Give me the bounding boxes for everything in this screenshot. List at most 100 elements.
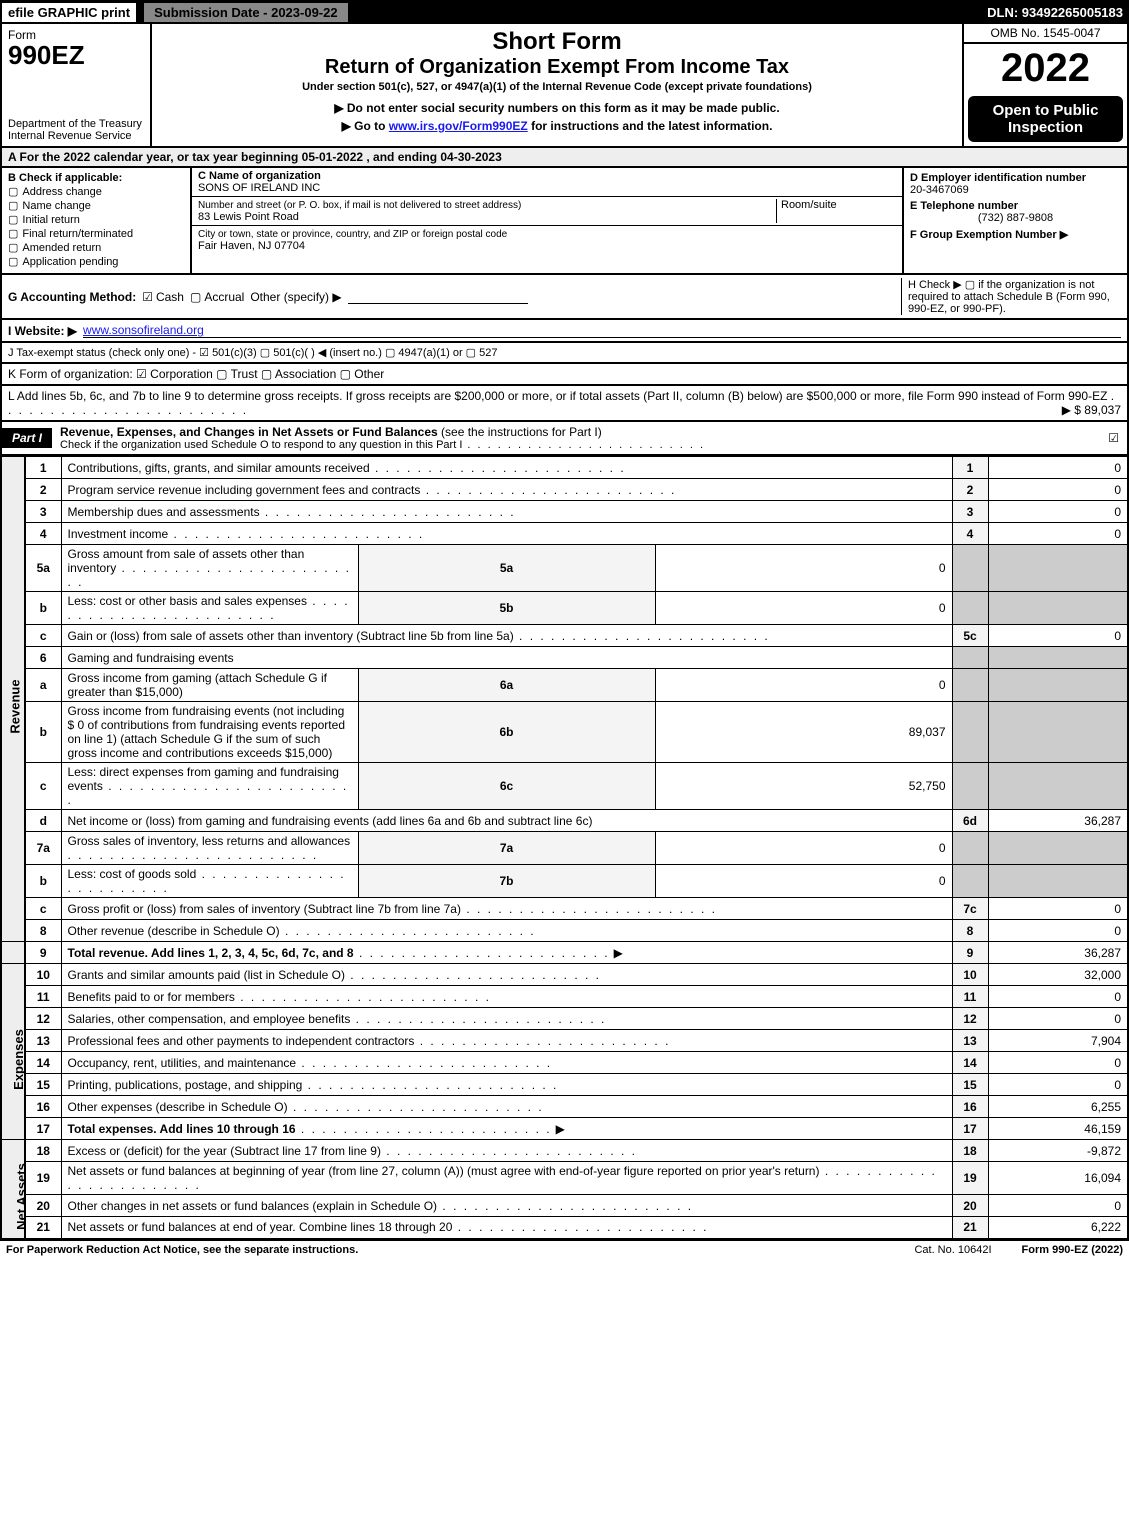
line-j: J Tax-exempt status (check only one) - ☑… xyxy=(0,343,1129,364)
chk-name-change[interactable]: Name change xyxy=(8,199,184,212)
ln-8: 8 xyxy=(25,920,61,942)
num-7c: 7c xyxy=(952,898,988,920)
catalog-no: Cat. No. 10642I xyxy=(914,1244,991,1256)
ln-10: 10 xyxy=(25,964,61,986)
sub-6b: 6b xyxy=(358,702,655,763)
city-state-zip: Fair Haven, NJ 07704 xyxy=(198,240,305,252)
sub-7a: 7a xyxy=(358,832,655,865)
desc-21: Net assets or fund balances at end of ye… xyxy=(68,1220,453,1234)
other-specify-input[interactable] xyxy=(348,290,528,304)
desc-2: Program service revenue including govern… xyxy=(68,483,421,497)
part1-sub: Check if the organization used Schedule … xyxy=(60,439,1100,451)
chk-application-pending[interactable]: Application pending xyxy=(8,255,184,268)
col-b-header: B Check if applicable: xyxy=(8,172,184,184)
desc-6: Gaming and fundraising events xyxy=(61,647,952,669)
num-20: 20 xyxy=(952,1195,988,1217)
info-block: B Check if applicable: Address change Na… xyxy=(0,168,1129,275)
num-6d: 6d xyxy=(952,810,988,832)
ln-14: 14 xyxy=(25,1052,61,1074)
irs-link[interactable]: www.irs.gov/Form990EZ xyxy=(389,119,528,133)
desc-5c: Gain or (loss) from sale of assets other… xyxy=(68,629,514,643)
val-21: 6,222 xyxy=(988,1217,1128,1239)
num-9: 9 xyxy=(952,942,988,964)
sub-6c: 6c xyxy=(358,763,655,810)
website-label: I Website: ▶ xyxy=(8,324,77,338)
num-19: 19 xyxy=(952,1162,988,1195)
ln-18: 18 xyxy=(25,1140,61,1162)
desc-12: Salaries, other compensation, and employ… xyxy=(68,1012,351,1026)
side-expenses: Expenses xyxy=(11,1029,26,1090)
room-suite-label: Room/suite xyxy=(776,199,896,223)
num-14: 14 xyxy=(952,1052,988,1074)
header-left: Form 990EZ Department of the Treasury In… xyxy=(2,24,152,146)
part1-title: Revenue, Expenses, and Changes in Net As… xyxy=(52,422,1108,454)
val-5c: 0 xyxy=(988,625,1128,647)
ln-2: 2 xyxy=(25,479,61,501)
goto-line: ▶ Go to www.irs.gov/Form990EZ for instru… xyxy=(160,119,954,133)
ln-11: 11 xyxy=(25,986,61,1008)
city-label: City or town, state or province, country… xyxy=(198,229,507,240)
num-13: 13 xyxy=(952,1030,988,1052)
org-name: SONS OF IRELAND INC xyxy=(198,182,320,194)
val-10: 32,000 xyxy=(988,964,1128,986)
sub-7b: 7b xyxy=(358,865,655,898)
part1-tag: Part I xyxy=(2,428,52,448)
num-4: 4 xyxy=(952,523,988,545)
subval-5a: 0 xyxy=(655,545,952,592)
desc-17: Total expenses. Add lines 10 through 16 xyxy=(68,1122,296,1136)
goto-pre: ▶ Go to xyxy=(342,119,389,133)
ln-13: 13 xyxy=(25,1030,61,1052)
desc-6b: Gross income from fundraising events (no… xyxy=(68,704,346,760)
form-no-footer: Form 990-EZ (2022) xyxy=(1022,1244,1123,1256)
ln-6c: c xyxy=(25,763,61,810)
part1-title-text: Revenue, Expenses, and Changes in Net As… xyxy=(60,425,438,439)
ln-6: 6 xyxy=(25,647,61,669)
chk-address-change[interactable]: Address change xyxy=(8,185,184,198)
chk-initial-return[interactable]: Initial return xyxy=(8,213,184,226)
ln-5b: b xyxy=(25,592,61,625)
chk-amended-return[interactable]: Amended return xyxy=(8,241,184,254)
val-6d: 36,287 xyxy=(988,810,1128,832)
desc-11: Benefits paid to or for members xyxy=(68,990,235,1004)
ln-9: 9 xyxy=(25,942,61,964)
h-box: H Check ▶ ▢ if the organization is not r… xyxy=(901,278,1121,315)
desc-16: Other expenses (describe in Schedule O) xyxy=(68,1100,288,1114)
num-11: 11 xyxy=(952,986,988,1008)
subval-7b: 0 xyxy=(655,865,952,898)
val-3: 0 xyxy=(988,501,1128,523)
line-l: L Add lines 5b, 6c, and 7b to line 9 to … xyxy=(0,386,1129,422)
chk-cash[interactable]: Cash xyxy=(142,290,184,304)
subval-5b: 0 xyxy=(655,592,952,625)
ln-6b: b xyxy=(25,702,61,763)
subval-6b: 89,037 xyxy=(655,702,952,763)
under-section: Under section 501(c), 527, or 4947(a)(1)… xyxy=(160,81,954,93)
desc-7c: Gross profit or (loss) from sales of inv… xyxy=(68,902,461,916)
chk-accrual[interactable]: Accrual xyxy=(190,290,244,304)
val-11: 0 xyxy=(988,986,1128,1008)
num-21: 21 xyxy=(952,1217,988,1239)
val-1: 0 xyxy=(988,457,1128,479)
chk-final-return[interactable]: Final return/terminated xyxy=(8,227,184,240)
telephone: (732) 887-9808 xyxy=(910,212,1121,224)
submission-date: Submission Date - 2023-09-22 xyxy=(142,1,350,24)
col-b-checkboxes: B Check if applicable: Address change Na… xyxy=(2,168,192,273)
ln-15: 15 xyxy=(25,1074,61,1096)
ln-19: 19 xyxy=(25,1162,61,1195)
num-10: 10 xyxy=(952,964,988,986)
ln-7b: b xyxy=(25,865,61,898)
num-3: 3 xyxy=(952,501,988,523)
website-link[interactable]: www.sonsofireland.org xyxy=(83,323,1121,338)
ln-21: 21 xyxy=(25,1217,61,1239)
desc-4: Investment income xyxy=(68,527,169,541)
dept-label: Department of the Treasury Internal Reve… xyxy=(8,118,144,142)
sub-6a: 6a xyxy=(358,669,655,702)
part1-check[interactable]: ☑ xyxy=(1108,431,1127,445)
ln-20: 20 xyxy=(25,1195,61,1217)
open-to-public: Open to Public Inspection xyxy=(968,96,1123,142)
line-i: I Website: ▶ www.sonsofireland.org xyxy=(0,320,1129,343)
num-15: 15 xyxy=(952,1074,988,1096)
line-k: K Form of organization: ☑ Corporation ▢ … xyxy=(0,364,1129,386)
efile-print-label[interactable]: efile GRAPHIC print xyxy=(0,1,138,24)
ln-6d: d xyxy=(25,810,61,832)
ln-7a: 7a xyxy=(25,832,61,865)
